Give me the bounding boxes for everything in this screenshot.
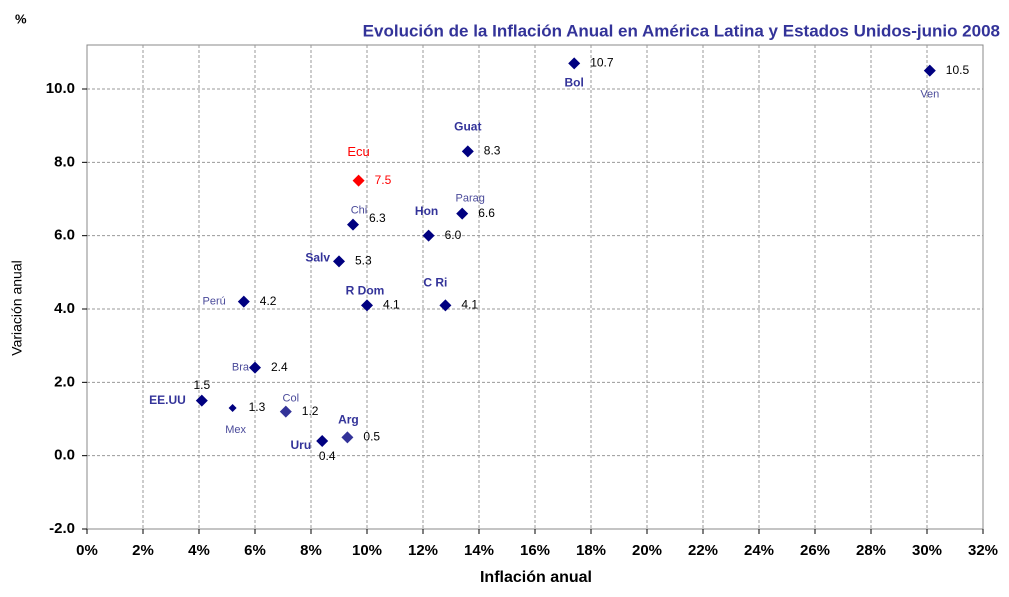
y-tick-label: 0.0 bbox=[54, 447, 75, 464]
point-label: Col bbox=[283, 393, 300, 405]
x-tick-label: 4% bbox=[188, 542, 210, 559]
x-tick-label: 22% bbox=[688, 542, 718, 559]
point-label: Ecu bbox=[347, 144, 369, 159]
point bbox=[347, 218, 359, 231]
y-unit: % bbox=[15, 11, 27, 26]
point bbox=[237, 295, 250, 308]
x-tick-label: 24% bbox=[744, 542, 774, 559]
point bbox=[316, 435, 329, 447]
value-label: 6.6 bbox=[478, 206, 495, 220]
point-label: Guat bbox=[454, 120, 481, 134]
point-label: Uru bbox=[291, 438, 312, 452]
x-tick-label: 6% bbox=[244, 542, 266, 559]
value-label: 6.3 bbox=[369, 211, 386, 225]
point-label: Arg bbox=[338, 413, 359, 427]
x-tick-label: 26% bbox=[800, 542, 830, 559]
point bbox=[923, 64, 936, 77]
value-label: 1.5 bbox=[193, 378, 210, 392]
value-label: 4.1 bbox=[383, 298, 400, 312]
point-label: Chi bbox=[351, 205, 368, 217]
point bbox=[195, 394, 208, 407]
point bbox=[249, 361, 261, 374]
point bbox=[361, 299, 373, 312]
x-tick-label: 32% bbox=[968, 542, 998, 559]
chart-title: Evolución de la Inflación Anual en Améri… bbox=[363, 21, 1000, 40]
value-label: 7.5 bbox=[375, 173, 392, 187]
point bbox=[333, 255, 345, 268]
point bbox=[461, 145, 474, 158]
point-label: Parag bbox=[456, 193, 485, 205]
x-tick-label: 0% bbox=[76, 542, 98, 559]
x-tick-label: 10% bbox=[352, 542, 382, 559]
x-tick-label: 30% bbox=[912, 542, 942, 559]
point bbox=[568, 57, 581, 70]
x-tick-label: 28% bbox=[856, 542, 886, 559]
x-tick-label: 8% bbox=[300, 542, 322, 559]
value-label: 0.4 bbox=[319, 449, 336, 463]
point-label: Bra bbox=[232, 362, 250, 374]
y-tick-label: 8.0 bbox=[54, 153, 75, 170]
point-label: Bol bbox=[565, 76, 584, 90]
value-label: 6.0 bbox=[445, 228, 462, 242]
point bbox=[422, 229, 435, 242]
point bbox=[228, 404, 237, 412]
value-label: 0.5 bbox=[363, 430, 380, 444]
point bbox=[279, 405, 292, 418]
x-tick-label: 2% bbox=[132, 542, 154, 559]
y-tick-label: 6.0 bbox=[54, 227, 75, 244]
point-label: C Ri bbox=[423, 276, 447, 290]
value-label: 10.5 bbox=[946, 63, 970, 77]
value-label: 10.7 bbox=[590, 56, 614, 70]
value-label: 1.3 bbox=[249, 400, 266, 414]
point bbox=[352, 174, 365, 187]
value-label: 8.3 bbox=[484, 144, 501, 158]
x-axis-label: Inflación anual bbox=[480, 569, 592, 586]
point bbox=[439, 299, 452, 312]
y-tick-label: -2.0 bbox=[49, 520, 75, 537]
y-tick-label: 4.0 bbox=[54, 300, 75, 317]
value-label: 1.2 bbox=[302, 404, 319, 418]
point-label: Perú bbox=[203, 296, 226, 308]
x-tick-label: 12% bbox=[408, 542, 438, 559]
value-label: 4.2 bbox=[260, 294, 277, 308]
y-axis-label: Variación anual bbox=[9, 260, 25, 355]
x-tick-label: 14% bbox=[464, 542, 494, 559]
x-tick-label: 20% bbox=[632, 542, 662, 559]
value-label: 2.4 bbox=[271, 360, 288, 374]
point-label: EE.UU bbox=[149, 393, 186, 407]
point-label: Mex bbox=[225, 424, 246, 436]
value-label: 4.1 bbox=[461, 298, 478, 312]
x-tick-label: 18% bbox=[576, 542, 606, 559]
point-label: Salv bbox=[305, 251, 330, 265]
point-label: R Dom bbox=[346, 284, 385, 298]
point bbox=[341, 431, 354, 444]
point bbox=[456, 207, 469, 220]
point-label: Ven bbox=[920, 89, 939, 101]
value-label: 5.3 bbox=[355, 254, 372, 268]
x-tick-label: 16% bbox=[520, 542, 550, 559]
point-label: Hon bbox=[415, 204, 438, 218]
y-tick-label: 2.0 bbox=[54, 373, 75, 390]
y-tick-label: 10.0 bbox=[46, 80, 75, 97]
